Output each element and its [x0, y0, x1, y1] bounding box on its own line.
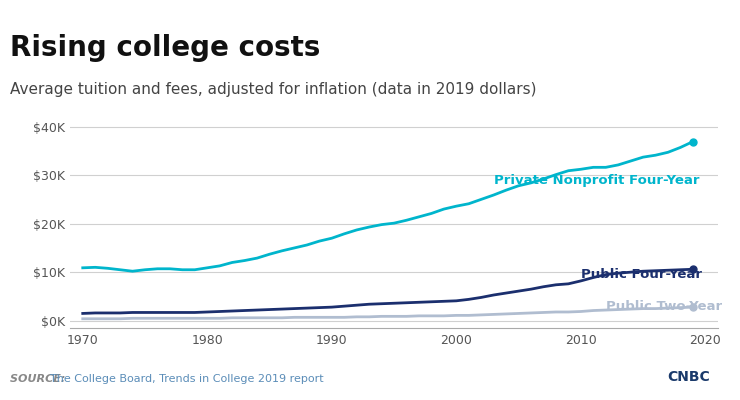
Text: SOURCE:: SOURCE: — [10, 374, 69, 384]
Text: The College Board, Trends in College 2019 report: The College Board, Trends in College 201… — [50, 374, 324, 384]
Text: Public Four-Year: Public Four-Year — [581, 268, 702, 281]
Text: Private Nonprofit Four-Year: Private Nonprofit Four-Year — [494, 174, 699, 187]
Text: Rising college costs: Rising college costs — [10, 34, 320, 62]
Text: CNBC: CNBC — [667, 370, 710, 384]
Text: Average tuition and fees, adjusted for inflation (data in 2019 dollars): Average tuition and fees, adjusted for i… — [10, 82, 536, 97]
Text: Public Two-Year: Public Two-Year — [606, 300, 722, 314]
